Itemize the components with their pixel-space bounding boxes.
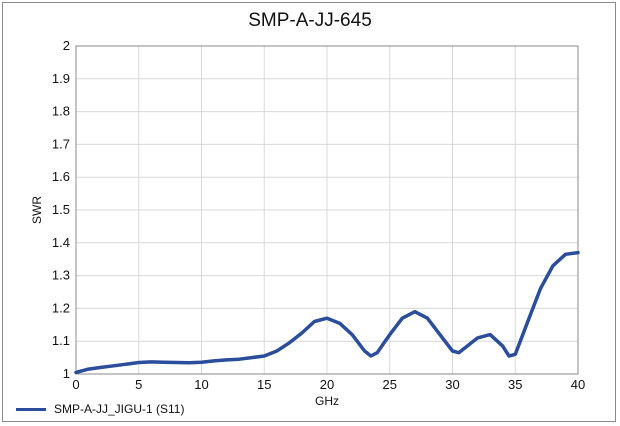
y-tick-label: 1: [63, 366, 70, 381]
y-tick-label: 1.9: [52, 71, 70, 86]
x-tick-label: 40: [571, 377, 585, 392]
x-tick-label: 10: [194, 377, 208, 392]
y-tick-labels: 1 1.1 1.2 1.3 1.4 1.5 1.6 1.7 1.8 1.9 2: [52, 38, 70, 381]
plot-area: [75, 45, 579, 375]
x-tick-label: 0: [72, 377, 79, 392]
x-tick-label: 25: [383, 377, 397, 392]
chart-title: SMP-A-JJ-645: [248, 10, 372, 31]
x-tick-label: 35: [508, 377, 522, 392]
x-tick-label: 30: [445, 377, 459, 392]
y-tick-label: 1.2: [52, 300, 70, 315]
y-tick-label: 2: [63, 38, 70, 53]
y-tick-label: 1.5: [52, 202, 70, 217]
y-tick-label: 1.7: [52, 136, 70, 151]
x-tick-label: 20: [320, 377, 334, 392]
y-tick-label: 1.6: [52, 169, 70, 184]
y-tick-label: 1.8: [52, 104, 70, 119]
y-tick-label: 1.3: [52, 268, 70, 283]
legend-swatch: [16, 407, 46, 411]
y-tick-label: 1.1: [52, 333, 70, 348]
chart-frame: [2, 2, 616, 422]
grid-lines: [75, 45, 579, 375]
legend: SMP-A-JJ_JIGU-1 (S11): [16, 402, 184, 416]
y-axis-label: SWR: [30, 196, 44, 224]
x-tick-labels: 0 5 10 15 20 25 30 35 40: [72, 377, 585, 392]
series-line-s11: [74, 250, 580, 375]
x-tick-label: 15: [257, 377, 271, 392]
x-axis-label: GHz: [315, 394, 339, 408]
x-tick-label: 5: [135, 377, 142, 392]
y-tick-label: 1.4: [52, 235, 70, 250]
legend-label: SMP-A-JJ_JIGU-1 (S11): [54, 402, 185, 416]
